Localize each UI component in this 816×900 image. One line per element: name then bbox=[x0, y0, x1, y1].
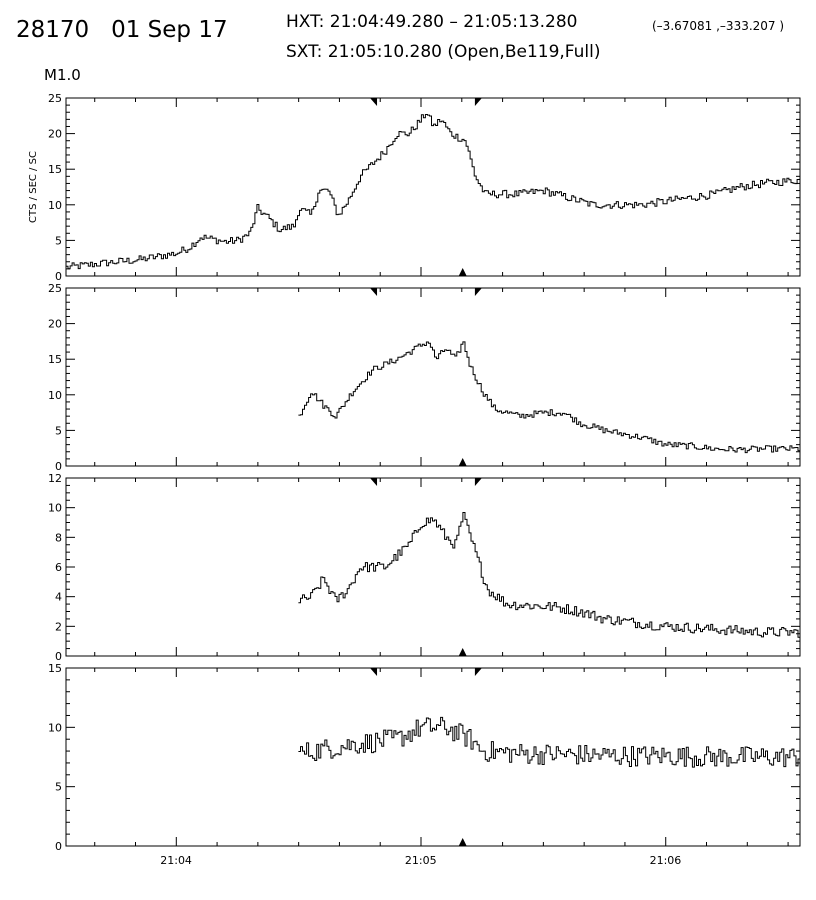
sxt-exposure-label: SXT: 21:05:10.280 (Open,Be119,Full) bbox=[286, 42, 601, 62]
y-axis-label: CTS / SEC / SC bbox=[28, 151, 39, 223]
panel-frame bbox=[65, 667, 801, 847]
hxt-start-marker bbox=[370, 668, 378, 676]
y-tick-label: 25 bbox=[48, 92, 62, 105]
sxt-time-marker bbox=[458, 458, 467, 466]
y-tick-label: 12 bbox=[48, 472, 62, 485]
goes-class-label: M1.0 bbox=[44, 66, 81, 84]
y-tick-label: 15 bbox=[48, 163, 62, 176]
panel-frame bbox=[65, 477, 801, 657]
light-curve-M1 bbox=[298, 341, 800, 454]
y-tick-label: 0 bbox=[55, 270, 62, 283]
x-tick-label: 21:05 bbox=[405, 854, 437, 867]
y-tick-label: 5 bbox=[55, 234, 62, 247]
panel-H: 0 5 10 15 21:04 21:05 21:06 bbox=[48, 662, 801, 867]
y-tick-label: 15 bbox=[48, 662, 62, 675]
y-tick-label: 20 bbox=[48, 128, 62, 141]
hxt-end-marker bbox=[474, 288, 482, 296]
y-tick-label: 10 bbox=[48, 199, 62, 212]
hxt-start-marker bbox=[370, 98, 378, 106]
light-curve-H bbox=[298, 716, 800, 768]
y-tick-label: 0 bbox=[55, 460, 62, 473]
hxt-end-marker bbox=[474, 98, 482, 106]
y-tick-label: 10 bbox=[48, 502, 62, 515]
sxt-time-marker bbox=[458, 838, 467, 846]
panel-frame bbox=[65, 287, 801, 467]
event-id-date: 28170 01 Sep 17 bbox=[16, 17, 228, 43]
light-curve-L bbox=[66, 114, 800, 270]
hxt-start-marker bbox=[370, 288, 378, 296]
y-tick-label: 2 bbox=[55, 620, 62, 633]
y-tick-label: 5 bbox=[55, 424, 62, 437]
light-curve-M2 bbox=[298, 512, 800, 638]
y-tick-label: 10 bbox=[48, 721, 62, 734]
x-tick-label: 21:04 bbox=[160, 854, 192, 867]
y-tick-label: 8 bbox=[55, 531, 62, 544]
y-tick-label: 20 bbox=[48, 318, 62, 331]
y-tick-label: 15 bbox=[48, 353, 62, 366]
y-tick-label: 0 bbox=[55, 650, 62, 663]
sxt-time-marker bbox=[458, 648, 467, 656]
panel-M2: 0 2 4 6 8 10 12 bbox=[48, 472, 801, 663]
y-tick-label: 6 bbox=[55, 561, 62, 574]
y-tick-label: 4 bbox=[55, 591, 62, 604]
hxt-coordinates: (–3.67081 ,–333.207 ) bbox=[652, 19, 784, 33]
hxt-start-marker bbox=[370, 478, 378, 486]
x-tick-label: 21:06 bbox=[650, 854, 682, 867]
panel-frame bbox=[65, 97, 801, 277]
y-tick-label: 10 bbox=[48, 389, 62, 402]
hxt-end-marker bbox=[474, 478, 482, 486]
hxt-interval-label: HXT: 21:04:49.280 – 21:05:13.280 bbox=[286, 12, 578, 32]
y-tick-label: 5 bbox=[55, 781, 62, 794]
sxt-time-marker bbox=[458, 268, 467, 276]
y-tick-label: 0 bbox=[55, 840, 62, 853]
panel-M1: 0 5 10 15 20 25 bbox=[48, 282, 801, 473]
hxt-end-marker bbox=[474, 668, 482, 676]
panel-L: 0 5 10 15 20 25 CTS / SEC / SC bbox=[28, 92, 801, 283]
y-tick-label: 25 bbox=[48, 282, 62, 295]
